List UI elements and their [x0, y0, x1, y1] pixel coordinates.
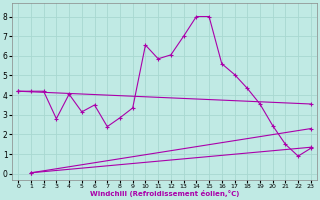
X-axis label: Windchill (Refroidissement éolien,°C): Windchill (Refroidissement éolien,°C): [90, 190, 239, 197]
